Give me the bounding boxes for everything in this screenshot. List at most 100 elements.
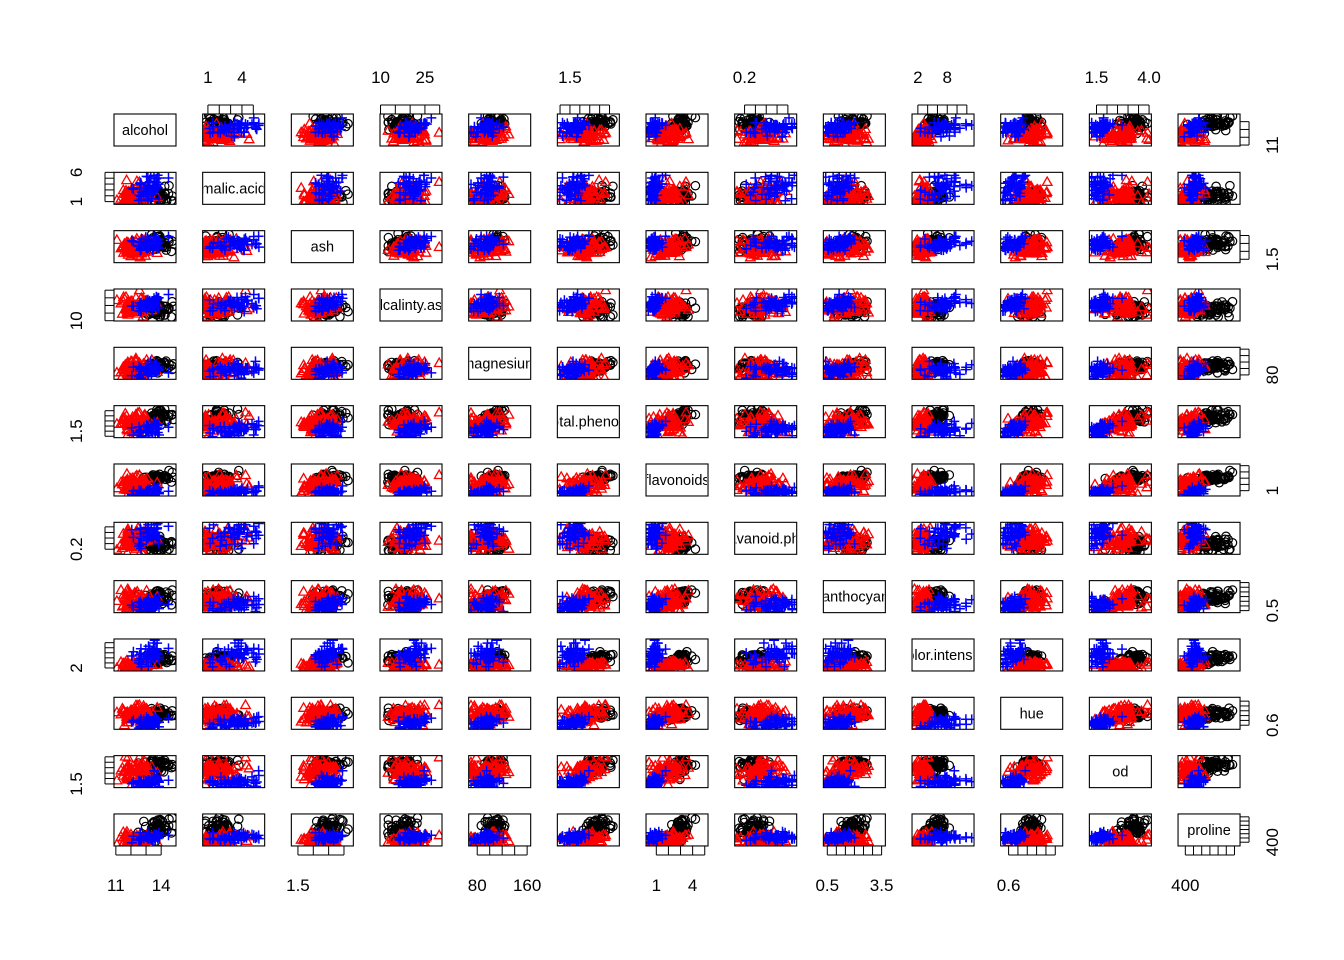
panel-alcohol-vs-ash xyxy=(295,114,353,146)
data-point xyxy=(576,172,587,182)
data-point xyxy=(568,118,579,129)
data-point xyxy=(1136,196,1147,205)
data-point xyxy=(734,187,747,198)
data-point xyxy=(144,236,155,247)
data-point xyxy=(777,131,788,142)
data-point xyxy=(426,231,437,242)
data-point xyxy=(478,123,489,134)
data-point xyxy=(784,114,794,123)
data-point xyxy=(780,118,791,129)
data-point xyxy=(394,187,405,198)
data-point xyxy=(1210,124,1221,135)
data-point xyxy=(1032,189,1044,200)
panel-malic.acid-vs-magnesium xyxy=(468,172,515,205)
data-point xyxy=(394,121,405,132)
data-point xyxy=(915,185,926,196)
data-point xyxy=(387,135,400,146)
data-point xyxy=(669,189,682,200)
data-point xyxy=(401,238,412,249)
data-point xyxy=(749,127,760,138)
data-point xyxy=(954,180,965,191)
data-point xyxy=(416,118,427,129)
data-point xyxy=(576,124,587,135)
data-point xyxy=(780,179,791,190)
data-point xyxy=(1024,185,1037,197)
data-point xyxy=(836,118,847,129)
data-point xyxy=(1025,180,1038,191)
data-point xyxy=(919,187,930,198)
panel-malic.acid-vs-hue xyxy=(1000,172,1054,205)
data-point xyxy=(154,194,164,205)
data-point xyxy=(500,196,511,205)
data-point xyxy=(1110,125,1123,136)
data-point xyxy=(950,114,961,123)
data-point xyxy=(232,238,243,249)
data-point xyxy=(1178,135,1187,146)
panel-alcohol-vs-od xyxy=(1089,114,1152,146)
data-point xyxy=(690,114,701,123)
data-point xyxy=(223,124,234,135)
data-point xyxy=(232,123,243,134)
data-point xyxy=(679,127,691,139)
data-point xyxy=(1188,181,1199,192)
data-point xyxy=(1198,117,1209,128)
data-point xyxy=(393,177,404,188)
data-point xyxy=(304,125,316,136)
data-point xyxy=(787,180,797,191)
data-point xyxy=(751,117,762,128)
data-point xyxy=(406,187,417,198)
data-point xyxy=(332,187,343,198)
data-point xyxy=(499,245,512,256)
data-point xyxy=(202,135,211,146)
data-point xyxy=(316,172,327,181)
panel-alcohol-vs-nonflavanoid.phenols xyxy=(734,114,797,146)
data-point xyxy=(1001,126,1011,137)
data-point xyxy=(960,179,971,190)
data-point xyxy=(1105,173,1116,184)
data-point xyxy=(308,128,321,140)
data-point xyxy=(570,117,581,128)
data-point xyxy=(1116,196,1125,205)
data-point xyxy=(578,179,589,190)
data-point xyxy=(393,245,404,256)
data-point xyxy=(675,196,685,205)
data-point xyxy=(1198,127,1209,138)
data-point xyxy=(207,243,218,254)
panel-ash-vs-alcohol xyxy=(114,230,176,262)
data-point xyxy=(314,181,325,192)
panel-ash-vs-alcalinty.ash xyxy=(382,230,443,262)
data-point xyxy=(152,239,163,250)
data-point xyxy=(147,196,157,205)
data-point xyxy=(1025,122,1038,133)
data-point xyxy=(562,188,573,198)
data-point xyxy=(476,114,487,123)
data-point xyxy=(761,194,771,205)
data-point xyxy=(744,192,757,203)
data-point xyxy=(939,118,950,129)
data-point xyxy=(251,124,262,135)
panel-alcohol-vs-hue xyxy=(1000,114,1054,146)
data-point xyxy=(858,195,869,205)
panel-alcohol-vs-proline xyxy=(1178,114,1238,146)
data-point xyxy=(762,131,773,141)
data-point xyxy=(120,185,133,197)
data-point xyxy=(232,243,242,254)
data-point xyxy=(419,133,432,144)
data-point xyxy=(1188,123,1199,134)
data-point xyxy=(1219,119,1230,129)
data-point xyxy=(592,196,602,205)
data-point xyxy=(1101,118,1112,129)
data-point xyxy=(210,246,223,258)
data-point xyxy=(123,195,134,205)
data-point xyxy=(1117,172,1127,181)
data-point xyxy=(152,179,163,190)
data-point xyxy=(1112,190,1125,202)
data-point xyxy=(413,186,424,197)
data-point xyxy=(403,131,414,142)
data-point xyxy=(1131,124,1144,136)
data-point xyxy=(673,180,686,191)
data-point xyxy=(382,124,395,135)
data-point xyxy=(295,125,308,137)
data-point xyxy=(826,132,839,144)
